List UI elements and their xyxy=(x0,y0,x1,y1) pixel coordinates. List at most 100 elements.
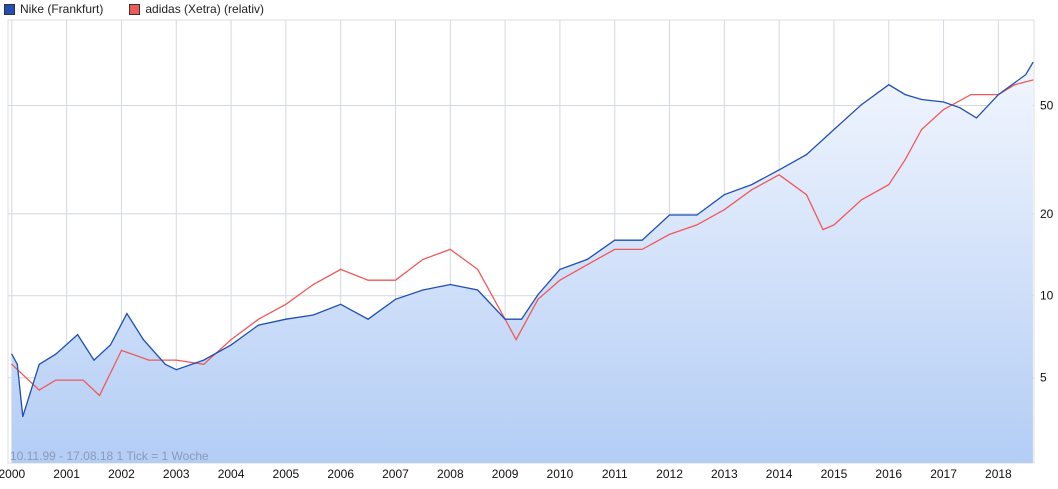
data-point-nike xyxy=(55,353,57,355)
x-tick-label: 2008 xyxy=(437,467,464,481)
data-point-nike xyxy=(449,283,451,286)
data-point-adidas xyxy=(833,224,835,226)
x-tick-label: 2005 xyxy=(273,467,300,481)
x-tick-label: 2007 xyxy=(382,467,409,481)
x-tick-label: 2000 xyxy=(0,467,26,481)
data-point-adidas xyxy=(11,363,13,365)
legend-swatch-nike xyxy=(4,3,15,15)
data-point-adidas xyxy=(285,303,287,305)
data-point-adidas xyxy=(340,268,342,270)
data-point-nike xyxy=(16,363,18,365)
y-tick-label: 20 xyxy=(1040,207,1054,221)
x-tick-label: 2015 xyxy=(821,467,848,481)
data-point-nike xyxy=(614,239,616,241)
data-point-adidas xyxy=(1014,84,1016,86)
data-point-nike xyxy=(668,214,671,216)
data-point-nike xyxy=(175,369,177,371)
data-point-nike xyxy=(367,318,369,320)
data-point-nike xyxy=(77,333,79,336)
legend-label-adidas: adidas (Xetra) (relativ) xyxy=(145,2,265,16)
data-point-nike xyxy=(860,104,862,106)
data-point-adidas xyxy=(148,359,150,361)
data-point-nike xyxy=(537,293,539,296)
legend-item-nike: Nike (Frankfurt) xyxy=(4,2,103,16)
data-point-adidas xyxy=(778,174,780,176)
data-point-adidas xyxy=(537,298,539,300)
data-point-nike xyxy=(504,318,506,320)
x-tick-label: 2018 xyxy=(985,467,1012,481)
data-point-nike xyxy=(904,94,906,96)
data-point-nike xyxy=(109,344,112,346)
data-point-nike xyxy=(164,363,166,365)
data-point-adidas xyxy=(805,194,808,196)
data-point-nike xyxy=(1025,74,1027,76)
data-point-adidas xyxy=(55,379,57,381)
legend-label-nike: Nike (Frankfurt) xyxy=(20,2,104,16)
data-point-nike xyxy=(38,363,40,365)
data-point-adidas xyxy=(822,228,824,231)
data-point-nike xyxy=(11,353,13,355)
data-point-adidas xyxy=(921,128,923,131)
data-point-adidas xyxy=(751,189,753,191)
data-point-nike xyxy=(959,107,961,109)
data-point-adidas xyxy=(942,108,945,111)
data-point-adidas xyxy=(668,233,671,235)
data-point-adidas xyxy=(888,183,890,186)
x-tick-label: 2002 xyxy=(108,467,135,481)
data-point-adidas xyxy=(312,283,314,286)
data-point-adidas xyxy=(641,248,643,250)
x-tick-label: 2011 xyxy=(602,467,628,481)
data-point-nike xyxy=(805,153,808,156)
data-point-nike xyxy=(921,98,923,101)
data-point-nike xyxy=(477,289,479,291)
data-point-nike xyxy=(203,359,205,361)
data-point-adidas xyxy=(904,159,906,161)
data-point-adidas xyxy=(98,394,101,397)
x-tick-label: 2006 xyxy=(327,467,354,481)
data-point-adidas xyxy=(1032,79,1034,81)
y-tick-label: 50 xyxy=(1040,98,1054,112)
x-tick-label: 2014 xyxy=(766,467,793,481)
data-point-nike xyxy=(312,314,314,316)
data-point-nike xyxy=(751,183,753,186)
x-tick-label: 2013 xyxy=(711,467,738,481)
x-tick-label: 2004 xyxy=(218,467,245,481)
data-point-nike xyxy=(22,415,24,418)
x-tick-label: 2017 xyxy=(930,467,957,481)
data-point-adidas xyxy=(120,349,123,351)
data-point-adidas xyxy=(696,224,698,226)
data-point-adidas xyxy=(230,339,232,341)
data-point-nike xyxy=(142,339,144,341)
data-point-nike xyxy=(641,239,643,241)
data-point-nike xyxy=(942,101,945,103)
legend-item-adidas: adidas (Xetra) (relativ) xyxy=(129,2,264,16)
data-point-nike xyxy=(93,359,95,361)
x-tick-label: 2001 xyxy=(53,467,80,481)
data-point-adidas xyxy=(394,279,397,281)
data-point-nike xyxy=(559,268,561,270)
data-point-nike xyxy=(520,318,523,320)
data-point-adidas xyxy=(477,268,479,270)
data-point-adidas xyxy=(422,258,424,260)
x-tick-label: 2003 xyxy=(163,467,190,481)
x-tick-label: 2009 xyxy=(492,467,519,481)
legend: Nike (Frankfurt) adidas (Xetra) (relativ… xyxy=(4,2,264,16)
date-range-note: 10.11.99 - 17.08.18 1 Tick = 1 Woche xyxy=(10,449,209,463)
data-point-adidas xyxy=(515,339,517,341)
data-point-adidas xyxy=(860,199,862,201)
x-tick-label: 2010 xyxy=(547,467,574,481)
data-point-adidas xyxy=(82,379,84,381)
y-tick-label: 10 xyxy=(1040,289,1054,303)
data-point-nike xyxy=(340,303,342,305)
data-point-adidas xyxy=(175,359,177,361)
data-point-adidas xyxy=(257,318,260,320)
legend-swatch-adidas xyxy=(129,3,141,15)
data-point-nike xyxy=(230,344,232,346)
data-point-nike xyxy=(394,298,397,300)
data-point-adidas xyxy=(449,248,451,250)
data-point-nike xyxy=(723,194,725,196)
data-point-nike xyxy=(257,324,260,326)
data-point-adidas xyxy=(559,279,561,281)
